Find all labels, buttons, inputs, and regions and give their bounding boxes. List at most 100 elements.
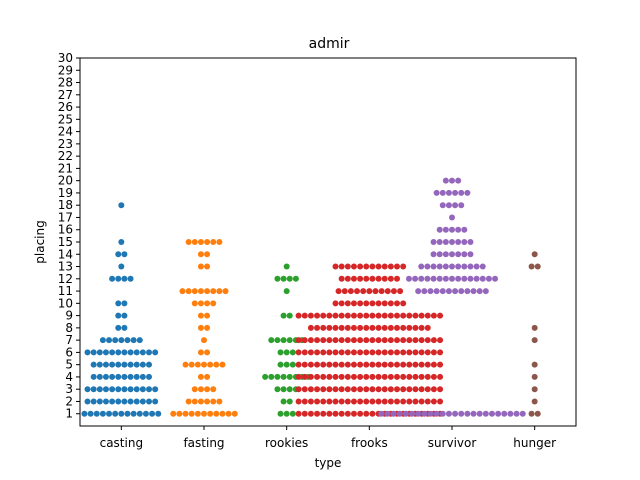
data-point <box>458 288 465 295</box>
data-point <box>473 263 480 270</box>
data-point <box>534 410 541 417</box>
data-point <box>439 189 446 196</box>
data-point <box>381 263 388 270</box>
data-point <box>436 226 443 233</box>
data-point <box>109 373 116 380</box>
data-point <box>197 300 204 307</box>
data-point <box>363 410 370 417</box>
data-point <box>109 349 116 356</box>
data-point <box>357 386 364 393</box>
data-point <box>375 398 382 405</box>
data-point <box>127 373 134 380</box>
data-point <box>204 373 211 380</box>
data-point <box>381 300 388 307</box>
data-point <box>197 288 204 295</box>
data-point <box>344 386 351 393</box>
data-point <box>436 275 443 282</box>
data-point <box>115 300 122 307</box>
data-point <box>357 263 364 270</box>
x-tick-label: fasting <box>183 436 224 450</box>
data-point <box>363 361 370 368</box>
data-point <box>149 410 156 417</box>
data-point <box>400 361 407 368</box>
series-hunger <box>528 251 541 417</box>
data-point <box>185 398 192 405</box>
data-point <box>277 361 284 368</box>
x-tick-label: hunger <box>513 436 556 450</box>
data-point <box>332 398 339 405</box>
data-point <box>204 386 211 393</box>
data-point <box>350 398 357 405</box>
data-point <box>277 349 284 356</box>
data-point <box>381 361 388 368</box>
data-point <box>470 410 477 417</box>
data-point <box>357 300 364 307</box>
data-point <box>458 189 465 196</box>
data-point <box>121 398 128 405</box>
data-point <box>436 251 443 258</box>
data-point <box>363 263 370 270</box>
data-point <box>363 312 370 319</box>
data-point <box>274 373 281 380</box>
data-point <box>445 202 452 209</box>
data-point <box>326 349 333 356</box>
data-point <box>152 398 159 405</box>
data-point <box>501 410 508 417</box>
y-axis-label: placing <box>33 220 47 263</box>
data-point <box>320 398 327 405</box>
data-point <box>424 398 431 405</box>
data-point <box>204 263 211 270</box>
data-point <box>350 324 357 331</box>
x-tick-label: casting <box>100 436 143 450</box>
data-point <box>458 410 465 417</box>
data-point <box>81 410 88 417</box>
data-point <box>437 373 444 380</box>
data-point <box>437 361 444 368</box>
y-tick-label: 21 <box>58 161 73 175</box>
data-point <box>369 324 376 331</box>
data-point <box>400 263 407 270</box>
data-point <box>314 361 321 368</box>
data-point <box>350 337 357 344</box>
data-point <box>437 386 444 393</box>
data-point <box>268 337 275 344</box>
y-tick-label: 19 <box>58 186 73 200</box>
data-point <box>424 386 431 393</box>
data-point <box>139 373 146 380</box>
y-tick-label: 26 <box>58 100 73 114</box>
data-point <box>283 263 290 270</box>
data-point <box>363 386 370 393</box>
data-point <box>326 312 333 319</box>
data-point <box>96 361 103 368</box>
data-point <box>197 263 204 270</box>
data-point <box>146 386 153 393</box>
data-point <box>124 337 131 344</box>
x-axis-label: type <box>315 456 342 470</box>
data-point <box>102 349 109 356</box>
data-point <box>84 386 91 393</box>
data-point <box>182 410 189 417</box>
data-point <box>424 312 431 319</box>
data-point <box>369 373 376 380</box>
data-point <box>109 398 116 405</box>
data-point <box>485 275 492 282</box>
data-point <box>433 410 440 417</box>
data-point <box>286 337 293 344</box>
data-point <box>357 324 364 331</box>
data-point <box>307 373 314 380</box>
data-point <box>421 288 428 295</box>
data-point <box>369 349 376 356</box>
data-point <box>90 398 97 405</box>
data-point <box>197 251 204 258</box>
data-point <box>332 349 339 356</box>
data-point <box>464 189 471 196</box>
data-point <box>332 373 339 380</box>
data-point <box>207 361 214 368</box>
data-point <box>369 386 376 393</box>
data-point <box>194 361 201 368</box>
data-point <box>433 288 440 295</box>
data-point <box>307 324 314 331</box>
data-point <box>280 312 287 319</box>
data-point <box>344 373 351 380</box>
